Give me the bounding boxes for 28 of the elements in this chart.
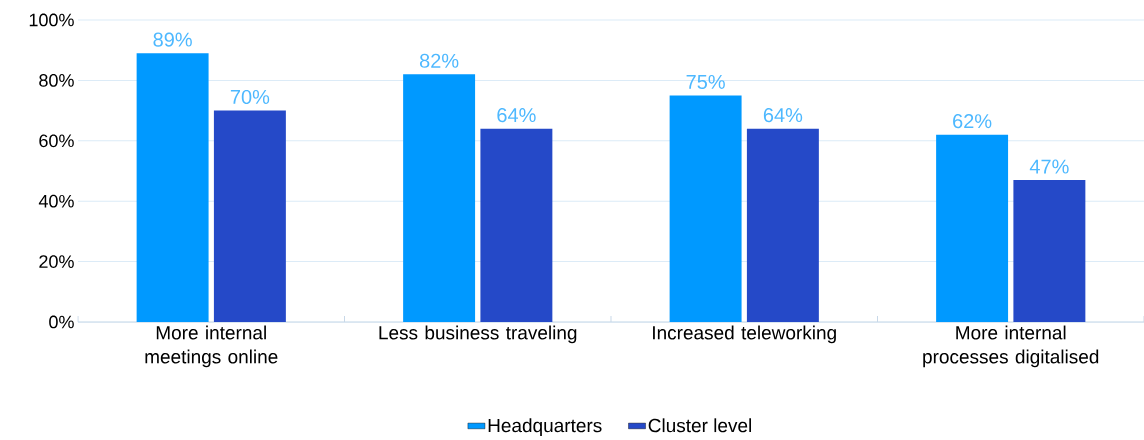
x-tick-label: More internal meetings online xyxy=(145,325,278,368)
bar xyxy=(1013,180,1086,322)
legend-label: Cluster level xyxy=(648,418,751,433)
data-label: 47% xyxy=(1029,159,1069,174)
bar xyxy=(936,134,1009,322)
data-label: 75% xyxy=(686,74,725,89)
y-tick-label: 40% xyxy=(38,194,74,208)
bar xyxy=(669,95,742,322)
data-label: 62% xyxy=(953,114,992,129)
y-tick-label: 100% xyxy=(29,13,74,27)
data-label: 70% xyxy=(230,89,270,105)
bar xyxy=(403,74,476,322)
y-tick-label: 20% xyxy=(39,255,74,268)
data-label: 64% xyxy=(763,108,803,123)
bar xyxy=(480,128,553,322)
legend-label: Headquarters xyxy=(488,418,602,437)
data-label: 64% xyxy=(497,108,536,123)
x-tick-label: Less business traveling xyxy=(379,325,577,344)
bar xyxy=(136,53,209,322)
y-tick-label: 80% xyxy=(39,74,74,87)
bar xyxy=(746,128,819,322)
y-tick-label: 0% xyxy=(49,315,74,329)
x-tick-label: More internal processes digitalised xyxy=(923,325,1099,368)
data-label: 89% xyxy=(153,32,192,47)
y-tick-label: 60% xyxy=(39,134,74,148)
x-tick-label: Increased teleworking xyxy=(653,325,836,344)
bar xyxy=(213,110,286,322)
data-label: 82% xyxy=(419,53,459,68)
